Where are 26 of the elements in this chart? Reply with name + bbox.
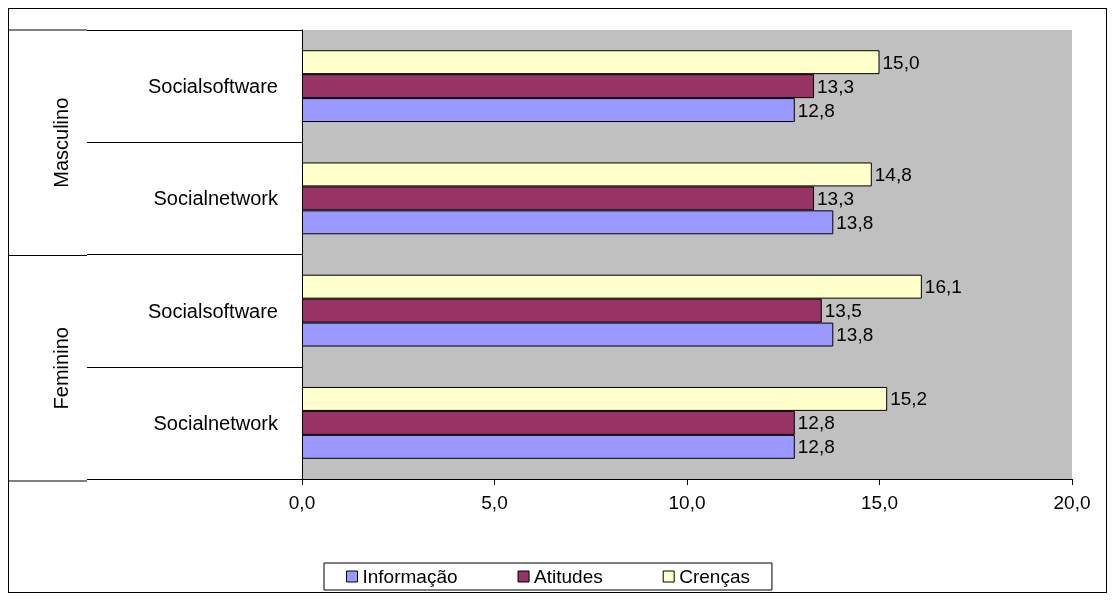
data-label: 16,1 xyxy=(924,276,962,298)
x-tick-label: 20,0 xyxy=(1053,492,1091,513)
x-tick-label: 0,0 xyxy=(288,492,316,513)
data-label: 15,2 xyxy=(890,388,928,410)
text: Feminino xyxy=(50,327,72,410)
data-label: 12,8 xyxy=(797,99,835,121)
x-tick-label: 15,0 xyxy=(861,492,898,513)
legend-label: Atitudes xyxy=(534,566,603,587)
y-tick-label: Socialnetwork xyxy=(153,187,279,210)
data-label: 13,8 xyxy=(836,211,874,233)
data-label: 13,3 xyxy=(817,75,855,97)
data-label: 12,8 xyxy=(797,436,835,458)
y-tick-label: Socialsoftware xyxy=(147,75,278,98)
y-tick-label: Socialnetwork xyxy=(153,411,279,434)
data-label: 13,3 xyxy=(817,187,855,209)
text: Masculino xyxy=(50,97,72,188)
data-label: 12,8 xyxy=(797,412,835,434)
data-label: 14,8 xyxy=(874,163,912,185)
x-tick-label: 5,0 xyxy=(481,492,508,513)
data-label: 13,8 xyxy=(836,324,874,346)
data-label: 13,5 xyxy=(824,300,862,322)
legend-label: Crenças xyxy=(679,566,750,587)
data-label: 15,0 xyxy=(882,51,920,73)
y-tick-label: Socialsoftware xyxy=(147,299,278,322)
legend-label: Informação xyxy=(362,566,458,587)
x-tick-label: 10,0 xyxy=(668,492,706,513)
